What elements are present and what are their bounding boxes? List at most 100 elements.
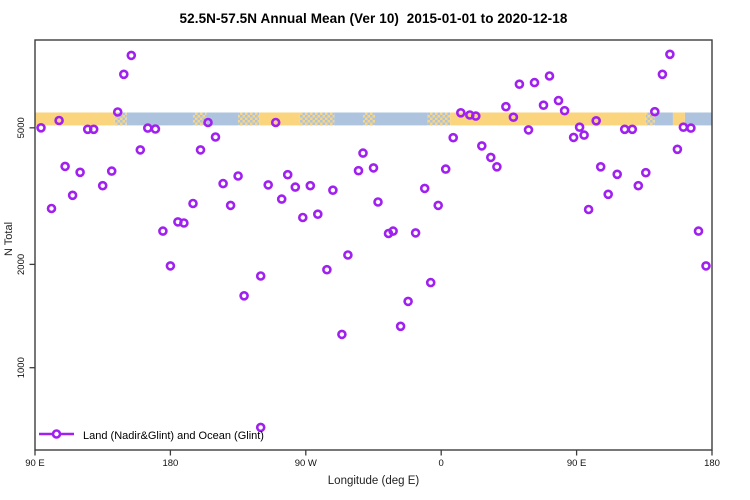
data-point [523,125,534,135]
data-point [410,228,421,238]
data-point [282,169,293,180]
data-point [353,165,364,176]
data-point [297,212,308,223]
surface-band-segment-mix [192,112,207,126]
data-point [579,130,589,140]
data-point [233,171,243,181]
data-point [538,100,549,110]
data-point [358,148,368,158]
data-point [529,77,540,88]
data-point [665,49,675,60]
data-point [210,132,221,142]
data-point [440,164,451,174]
data-point [508,112,519,122]
data-point [649,106,660,117]
surface-band-segment-land [450,112,646,126]
data-point [501,101,511,112]
y-axis-title: N Total [3,221,15,257]
data-point [574,122,585,132]
data-point [158,226,168,236]
data-point [693,226,704,236]
data-point [619,124,630,135]
legend-marker-svg [39,428,74,439]
y-tick-label: 2000 [16,254,27,275]
data-point [255,422,266,433]
data-point [633,180,644,191]
data-point [492,162,502,172]
data-point [627,124,638,135]
data-point [218,178,228,189]
data-point [544,71,555,81]
data-point [255,271,266,281]
data-point [97,180,108,191]
data-point [270,117,281,128]
data-point [46,203,57,214]
data-point [343,250,353,260]
data-point [188,198,198,209]
data-point [328,185,338,195]
data-point [485,152,496,163]
data-point [553,95,564,106]
legend-circle [51,428,62,439]
data-point [305,180,316,191]
data-point [612,169,623,180]
data-point [143,123,153,133]
data-point [568,132,579,143]
data-point [591,116,602,126]
data-point [195,145,206,155]
data-point [119,69,129,80]
x-tick-label: 90 E [25,458,45,469]
data-point [106,166,117,176]
data-point [165,261,176,271]
data-point [112,107,123,117]
surface-band-segment-land [259,112,300,126]
data-point [263,180,274,190]
surface-band-segment-land [672,112,685,126]
data-point [470,111,481,121]
data-point [135,145,146,155]
data-point [368,163,379,173]
data-point [559,105,570,116]
data-point [239,290,249,301]
legend-marker-icon [38,427,76,446]
data-point [88,124,99,135]
legend: Land (Nadir&Glint) and Ocean (Glint) [38,427,264,446]
surface-band-segment-ocean [206,112,239,126]
data-point [476,141,487,151]
data-point [686,123,696,133]
data-point [603,189,614,200]
data-point [276,194,287,204]
data-point [657,69,668,80]
legend-label: Land (Nadir&Glint) and Ocean (Glint) [83,430,264,442]
surface-band-segment-mix [427,112,451,126]
data-point [60,161,70,172]
data-point [322,264,332,275]
data-point [701,261,711,271]
data-point [67,190,78,201]
data-point [448,132,459,143]
surface-band-segment-ocean [684,112,713,126]
surface-band-segment-ocean [654,112,673,126]
chart-title: 52.5N-57.5N Annual Mean (Ver 10) 2015-01… [179,11,568,26]
data-point [583,204,594,215]
data-point [388,226,398,236]
data-point [419,183,430,194]
data-point [678,122,689,132]
x-tick-label: 0 [439,458,444,469]
data-point [514,79,525,89]
surface-band-segment-ocean [334,112,363,126]
y-tick-label: 1000 [16,357,27,378]
surface-band-segment-ocean [126,112,193,126]
data-point [395,321,406,332]
data-point [373,197,383,207]
surface-band-segment-mix [299,112,335,126]
data-point [150,124,161,134]
x-tick-label: 180 [704,458,720,469]
data-point [403,296,413,307]
data-point [595,162,606,172]
data-point [179,218,189,228]
data-point [75,167,85,178]
surface-band-segment-land [35,112,115,126]
x-tick-label: 90 E [567,458,587,469]
